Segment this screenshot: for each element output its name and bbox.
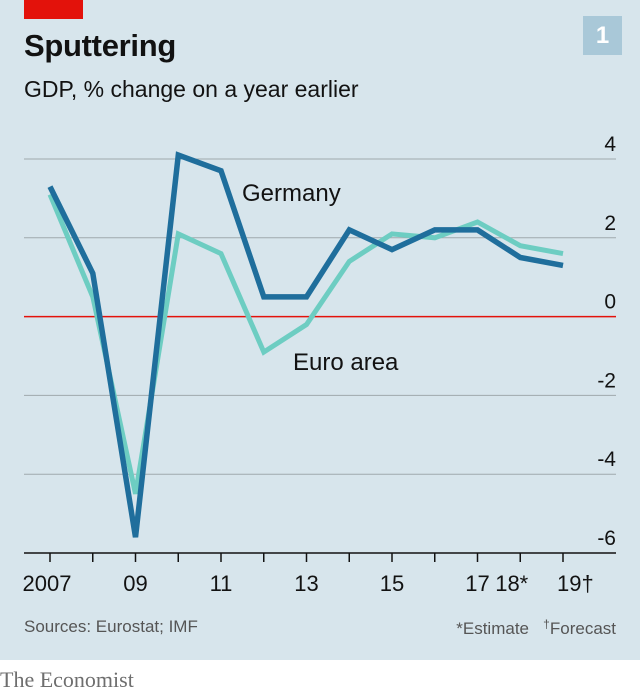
line-chart: 4 2 0 -2 -4 -6 2007 09 11 13 15 17 18* 19† Germany Euro… [23,133,617,596]
publisher-logo: The Economist [0,667,134,692]
series-line-euro-area [47,193,564,495]
y-tick-label: 0 [604,291,616,314]
red-tab-marker [24,0,83,19]
chart-subtitle: GDP, % change on a year earlier [24,76,359,102]
x-tick-label: 13 [294,571,318,596]
y-tick-label: 2 [604,212,616,235]
y-tick-label: -4 [597,448,616,471]
x-tick-label: 09 [123,571,147,596]
chart-title: Sputtering [24,28,176,63]
y-tick-label: -2 [597,369,616,392]
x-tick-label: 15 [380,571,404,596]
series-line-germany [47,151,564,538]
forecast-note: Forecast [549,619,616,638]
y-tick-label: -6 [597,527,616,550]
chart-number-badge: 1 [583,16,622,55]
x-tick-label: 11 [210,571,233,596]
estimate-note: *Estimate [456,619,529,638]
series-label-germany: Germany [242,180,341,207]
x-tick-label: 17 [465,571,489,596]
forecast-mark: † [543,617,550,631]
sources-note: Sources: Eurostat; IMF [24,617,198,636]
x-tick-label: 2007 [23,571,72,596]
x-tick-label: 19† [557,571,594,596]
x-tick-label: 18* [495,571,528,596]
chart-panel [0,0,640,660]
series-label-euro-area: Euro area [293,349,399,376]
footnotes: *Estimate †Forecast [456,617,616,639]
y-tick-label: 4 [604,133,616,156]
